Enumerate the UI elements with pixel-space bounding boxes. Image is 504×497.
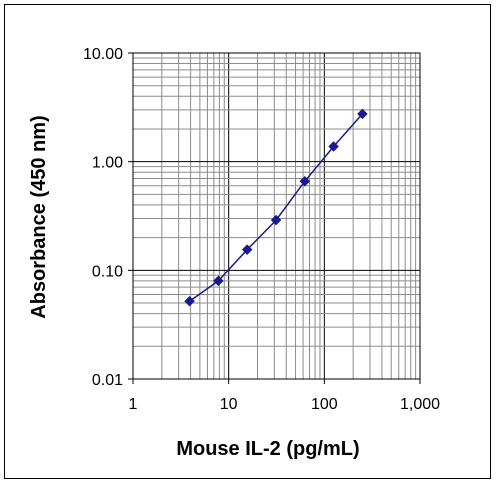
data-point-marker	[241, 244, 253, 256]
data-point-marker	[212, 275, 224, 287]
y-tick-label: 0.10	[92, 263, 123, 280]
data-point-marker	[328, 141, 339, 152]
series-line	[189, 113, 363, 302]
data-point-marker	[357, 108, 368, 120]
x-tick-label: 100	[311, 396, 338, 413]
data-point-marker	[270, 214, 282, 226]
series-group	[184, 108, 368, 307]
chart-frame	[4, 4, 491, 479]
plot-area	[132, 52, 421, 380]
y-axis-ticks: 0.01 0.10 1.00 10.00	[83, 46, 133, 389]
y-tick-label: 10.00	[83, 46, 123, 63]
data-point-marker	[299, 175, 311, 187]
y-axis-title: Absorbance (450 nm)	[28, 115, 50, 318]
data-point-marker	[184, 295, 195, 307]
x-axis-title: Mouse IL-2 (pg/mL)	[176, 438, 359, 460]
x-tick-label: 1	[129, 396, 138, 413]
x-axis-ticks: 1 10 100 1,000	[129, 379, 440, 413]
x-tick-label: 10	[220, 396, 238, 413]
y-tick-label: 0.01	[92, 372, 123, 389]
y-tick-label: 1.00	[92, 155, 123, 172]
x-tick-label: 1,000	[400, 396, 440, 413]
